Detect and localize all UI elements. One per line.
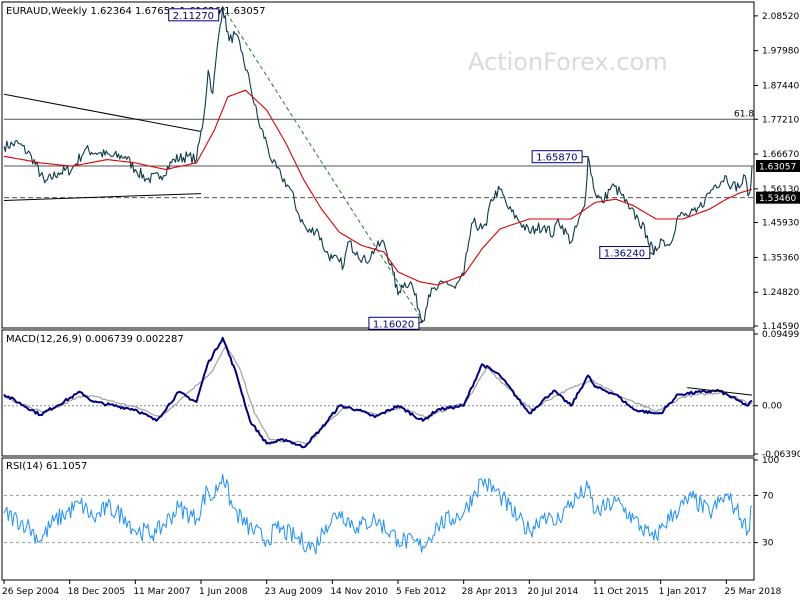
price-tag-label: 1.53460 xyxy=(759,194,796,204)
price-ytick-label: 1.87440 xyxy=(762,81,799,91)
x-tick-label: 1 Jan 2017 xyxy=(659,587,707,597)
annotation-box xyxy=(599,246,651,260)
annotation-leader xyxy=(649,252,655,255)
time-axis: 26 Sep 2004 18 Dec 2005 11 Mar 2007 1 Jun 2… xyxy=(2,580,782,597)
rsi-panel: RSI(14) 61.1057 100 70 30 xyxy=(1,456,779,581)
price-tag-box xyxy=(756,159,800,172)
price-ytick-label: 1.66670 xyxy=(762,150,799,160)
x-tick-label: 5 Feb 2012 xyxy=(396,587,446,597)
price-ytick-label: 1.45930 xyxy=(762,219,799,229)
price-ytick-label: 1.14590 xyxy=(762,322,799,332)
x-tick-label: 25 Mar 2018 xyxy=(724,587,781,597)
rsi-line xyxy=(3,473,753,555)
x-tick-label: 23 Aug 2009 xyxy=(265,587,323,597)
x-tick-label: 11 Oct 2015 xyxy=(593,587,649,597)
annotation-label: 2.11270 xyxy=(173,11,214,22)
price-line xyxy=(3,6,753,324)
x-tick-label: 1 Jun 2008 xyxy=(199,587,248,597)
macd-panel-header: MACD(12,26,9) 0.006739 0.002287 xyxy=(6,334,184,345)
price-tag-box xyxy=(756,191,800,204)
rsi-panel-frame xyxy=(1,457,755,581)
rsi-ytick-label: 100 xyxy=(762,456,779,466)
price-ytick-label: 1.97980 xyxy=(762,47,799,57)
trendline xyxy=(3,93,202,132)
trendline xyxy=(3,193,202,202)
annotation-label: 1.16020 xyxy=(373,319,414,330)
price-panel: EURAUD,Weekly 1.62364 1.67651 1.61626 1.… xyxy=(1,1,800,332)
x-tick-label: 14 Nov 2010 xyxy=(330,587,388,597)
rsi-ytick-label: 30 xyxy=(762,539,774,549)
annotation-label: 1.36240 xyxy=(604,249,645,260)
annotation-box xyxy=(531,150,583,164)
x-tick-label: 18 Dec 2005 xyxy=(68,587,126,597)
x-tick-label: 28 Apr 2013 xyxy=(462,587,518,597)
x-tick-label: 11 Mar 2007 xyxy=(133,587,190,597)
price-ytick-label: 1.35360 xyxy=(762,253,799,263)
fib-level-label: 61.8 xyxy=(734,109,754,119)
price-tag-label: 1.63057 xyxy=(759,162,796,172)
macd-ytick-label: 0.094996 xyxy=(762,330,800,340)
macd-panel: MACD(12,26,9) 0.006739 0.002287 0.094996… xyxy=(1,329,800,460)
macd-ytick-label: 0.00 xyxy=(762,402,782,412)
x-tick-label: 26 Sep 2004 xyxy=(2,587,59,597)
macd-ytick-label: -0.063907 xyxy=(762,450,800,460)
price-ytick-label: 1.77210 xyxy=(762,115,799,125)
rsi-ytick-label: 70 xyxy=(762,491,774,501)
price-panel-header: EURAUD,Weekly 1.62364 1.67651 1.61626 1.… xyxy=(6,6,265,17)
annotation-label: 1.65870 xyxy=(536,153,577,164)
macd-panel-frame xyxy=(1,329,755,457)
rsi-panel-header: RSI(14) 61.1057 xyxy=(6,461,87,472)
price-ytick-label: 1.56130 xyxy=(762,185,799,195)
annotation-box xyxy=(168,8,220,22)
dashed-trendline xyxy=(222,6,424,322)
price-ytick-label: 1.24820 xyxy=(762,288,799,298)
price-ytick-label: 2.08520 xyxy=(762,12,799,22)
annotation-leader xyxy=(218,6,224,16)
macd-trendline xyxy=(687,387,753,396)
watermark: ActionForex.com xyxy=(468,48,668,76)
annotation-box xyxy=(368,316,420,330)
moving-average-line xyxy=(3,89,753,286)
annotation-leader xyxy=(418,320,424,324)
macd-line xyxy=(3,336,753,449)
x-tick-label: 20 Jul 2014 xyxy=(527,587,578,597)
